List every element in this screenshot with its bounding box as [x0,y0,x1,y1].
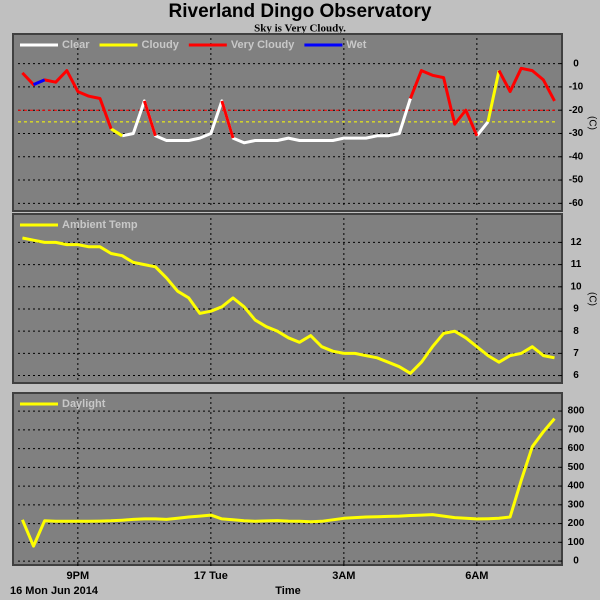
y-tick-label: 800 [568,406,585,417]
y-tick-label: -40 [569,151,584,162]
y-tick-label: 0 [573,58,579,69]
legend-label: Wet [346,39,366,51]
y-tick-label: 300 [568,499,585,510]
x-axis-title: Time [275,585,300,597]
y-tick-label: 100 [568,537,585,548]
y-tick-label: -60 [569,198,584,209]
y-tick-label: 400 [568,481,585,492]
y-tick-label: 12 [570,237,582,248]
series-line [32,78,46,86]
series-line [21,66,556,139]
y-tick-label: 8 [573,326,579,337]
legend-label: Daylight [62,398,106,410]
y-axis-title: (C) [586,116,597,130]
series-line [121,98,490,145]
legend-label: Ambient Temp [62,219,138,231]
chart-subtitle: Sky is Very Cloudy. [254,23,346,35]
legend-label: Very Cloudy [231,39,295,51]
plot-area [18,397,558,562]
y-tick-label: 10 [570,281,582,292]
date-label: 16 Mon Jun 2014 [10,585,99,597]
y-tick-label: 0 [573,556,579,567]
series-line [22,236,555,375]
x-tick-label: 6AM [465,570,488,582]
y-tick-label: 6 [573,370,579,381]
legend-label: Cloudy [142,39,180,51]
y-tick-label: -50 [569,175,584,186]
chart-title: Riverland Dingo Observatory [169,1,432,22]
y-tick-label: 200 [568,518,585,529]
legend-label: Clear [62,39,90,51]
y-tick-label: 7 [573,348,579,359]
y-tick-label: 9 [573,304,579,315]
y-tick-label: -30 [569,128,584,139]
y-tick-label: 500 [568,462,585,473]
x-tick-label: 9PM [67,570,90,582]
y-axis-title: (C) [586,292,597,306]
y-tick-label: 11 [571,259,582,270]
x-tick-label: 17 Tue [194,570,228,582]
y-tick-label: -20 [569,105,584,116]
x-tick-label: 3AM [332,570,355,582]
y-tick-label: -10 [569,82,584,93]
series-line [21,417,556,548]
y-tick-label: 700 [568,424,585,435]
y-tick-label: 600 [568,443,585,454]
